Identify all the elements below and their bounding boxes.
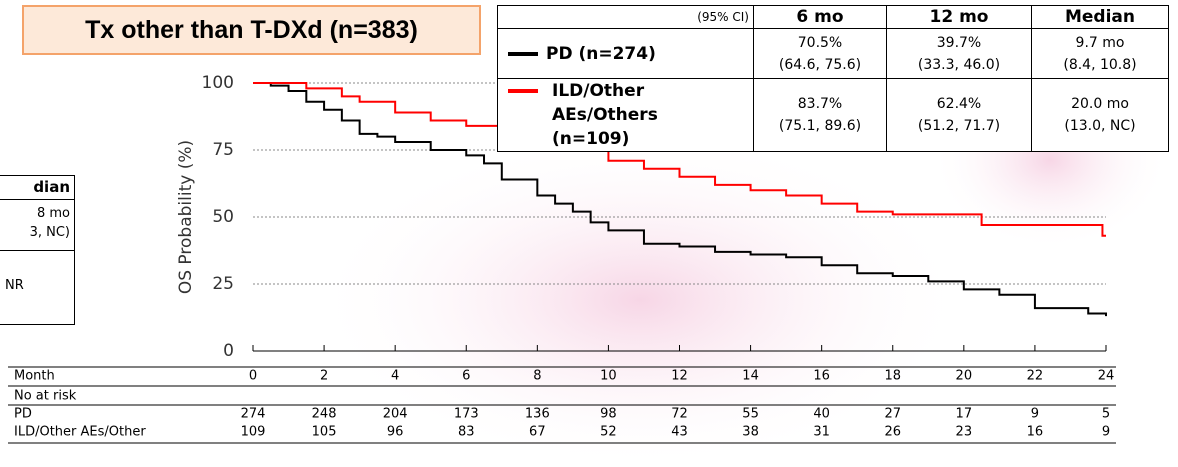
risk-count: 83 [458,425,475,440]
x-tick-label: 22 [1027,369,1044,384]
x-tick-label: 0 [249,369,257,384]
cell-value: 9.7 mo [1075,34,1125,51]
x-tick-label: 10 [600,369,617,384]
y-axis-label: OS Probability (%) [176,140,196,294]
legend-marker [508,89,538,93]
table-header: 6 mo [753,5,887,29]
table-header: dian [33,178,70,196]
survival-curve [253,82,1106,237]
x-tick-label: 4 [391,369,399,384]
legend-label: PD (n=274) [546,43,656,64]
legend-entry: PD (n=274) [497,28,754,79]
risk-count: 5 [1102,407,1110,422]
risk-count: 52 [600,425,617,440]
summary-table: (95% CI) 6 mo 12 mo Median PD (n=274) 70… [497,5,1169,152]
risk-count: 67 [529,425,546,440]
legend-marker [508,51,538,56]
table-cell: NR [5,278,24,293]
table-cell: 39.7% (33.3, 46.0) [886,28,1032,79]
risk-count: 23 [956,425,973,440]
risk-table-title: No at risk [14,389,77,404]
x-tick-label: 18 [884,369,901,384]
table-rule [0,199,74,200]
cell-value: 39.7% [936,34,982,51]
risk-count: 96 [387,425,404,440]
risk-count: 72 [671,407,688,422]
cell-value: 20.0 mo [1071,96,1129,112]
risk-count: 136 [525,407,550,422]
x-tick-label: 6 [462,369,470,384]
partial-table: dian 8 mo 3, NC) NR [0,175,75,325]
x-tick-label: 2 [320,369,328,384]
risk-count: 26 [884,425,901,440]
x-tick-label: 24 [1098,369,1115,384]
risk-count: 38 [742,425,759,440]
cell-ci: (13.0, NC) [1064,118,1136,134]
x-tick-label: 12 [671,369,688,384]
title-box: Tx other than T-DXd (n=383) [22,5,481,55]
risk-row-label: ILD/Other AEs/Other [14,425,146,440]
x-tick-label: 16 [813,369,830,384]
table-rule [0,250,74,251]
risk-count: 204 [383,407,408,422]
risk-count: 9 [1102,425,1110,440]
x-tick-label: 14 [742,369,759,384]
risk-count: 55 [742,407,759,422]
legend-label-wrap: ILD/Other AEs/Others (n=109) [508,79,722,151]
survival-curve [253,82,1107,317]
table-cell: 70.5% (64.6, 75.6) [753,28,887,79]
risk-count: 9 [1031,407,1039,422]
cell-value: 83.7% [797,96,843,112]
table-header: (95% CI) [497,5,754,29]
y-tick-label: 75 [212,140,234,160]
risk-count: 40 [813,407,830,422]
table-cell: 20.0 mo (13.0, NC) [1031,78,1169,152]
cell-ci: (8.4, 10.8) [1063,56,1137,73]
table-header: 12 mo [886,5,1032,29]
y-tick-label: 0 [223,341,234,361]
table-cell: 83.7% (75.1, 89.6) [753,78,887,152]
risk-count: 274 [241,407,266,422]
y-tick-label: 50 [212,207,234,227]
table-cell: 62.4% (51.2, 71.7) [886,78,1032,152]
y-tick-label: 100 [202,73,234,93]
risk-count: 105 [312,425,337,440]
y-tick-label: 25 [212,274,234,294]
risk-count: 43 [671,425,688,440]
table-cell: 3, NC) [29,225,70,240]
cell-ci: (75.1, 89.6) [778,118,862,134]
x-axis-label: Month [14,369,55,384]
risk-count: 248 [312,407,337,422]
background-decoration [310,130,970,467]
risk-row-label: PD [14,407,32,422]
legend-label: ILD/Other AEs/Others (n=109) [552,81,658,149]
x-tick-label: 8 [533,369,541,384]
table-cell: 9.7 mo (8.4, 10.8) [1031,28,1169,79]
risk-count: 98 [600,407,617,422]
table-header: Median [1031,5,1169,29]
cell-ci: (33.3, 46.0) [917,56,1001,73]
table-cell: 8 mo [36,206,70,221]
cell-value: 70.5% [797,34,843,51]
risk-count: 31 [813,425,830,440]
risk-count: 17 [956,407,973,422]
risk-count: 173 [454,407,479,422]
cell-value: 62.4% [936,96,982,112]
cell-ci: (51.2, 71.7) [917,118,1001,134]
risk-count: 16 [1027,425,1044,440]
legend-entry: ILD/Other AEs/Others (n=109) [497,78,754,152]
x-tick-label: 20 [956,369,973,384]
risk-count: 27 [884,407,901,422]
risk-count: 109 [241,425,266,440]
cell-ci: (64.6, 75.6) [778,56,862,73]
